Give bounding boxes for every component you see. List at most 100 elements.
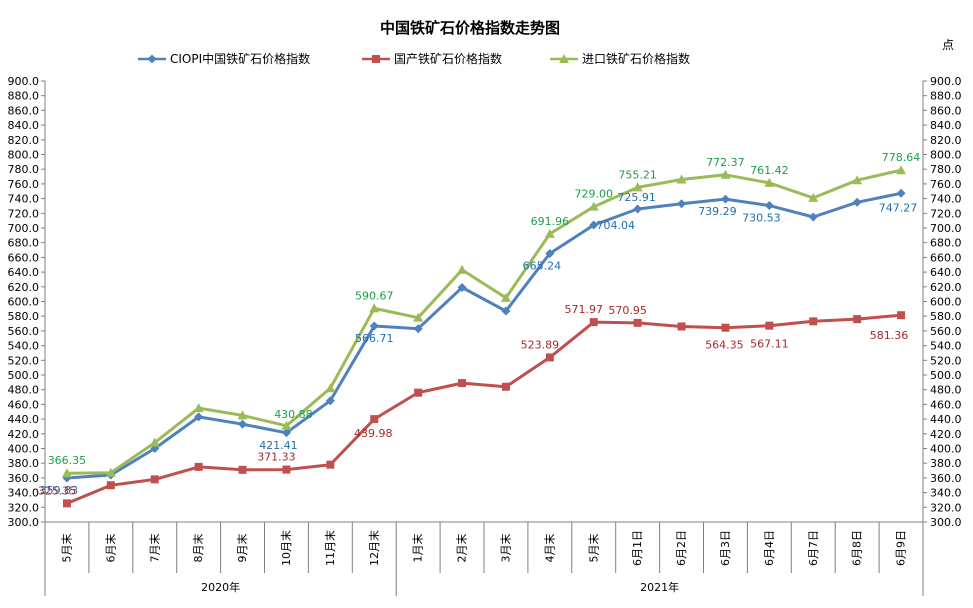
point-marker (281, 428, 291, 438)
point-marker (325, 383, 336, 393)
point-marker (559, 54, 569, 63)
y-tick-label-left: 420.0 (8, 428, 40, 441)
point-marker (369, 303, 380, 313)
y-tick-label-left: 700.0 (8, 222, 40, 235)
point-marker (545, 353, 554, 362)
point-marker (238, 419, 248, 429)
unit-label: 点 (942, 38, 954, 52)
point-marker (457, 264, 468, 274)
y-tick-label-left: 880.0 (8, 90, 40, 103)
y-tick-label-right: 820.0 (930, 134, 962, 147)
data-label: 725.91 (617, 191, 656, 204)
y-tick-label-right: 720.0 (930, 207, 962, 220)
y-tick-label-left: 720.0 (8, 207, 40, 220)
x-tick-label: 5月末 (59, 534, 73, 563)
data-label: 439.98 (354, 427, 393, 440)
y-tick-label-left: 440.0 (8, 413, 40, 426)
point-marker (720, 169, 731, 179)
x-tick-label: 8月末 (191, 534, 205, 563)
x-tick-label: 1月末 (411, 534, 425, 563)
data-label: 430.88 (274, 408, 313, 421)
point-marker (633, 318, 642, 327)
point-marker (326, 460, 335, 469)
point-marker (325, 396, 335, 406)
point-marker (282, 465, 291, 474)
series-line (66, 168, 902, 475)
point-marker (281, 420, 292, 430)
point-marker (237, 410, 248, 420)
y-tick-label-right: 760.0 (930, 178, 962, 191)
point-marker (852, 197, 862, 207)
y-tick-label-left: 460.0 (8, 398, 40, 411)
x-tick-label: 3月末 (498, 534, 512, 563)
series-2 (61, 165, 907, 478)
point-marker (149, 437, 160, 447)
x-tick-label: 6月8日 (851, 530, 864, 566)
x-tick-label: 7月末 (147, 534, 161, 563)
point-marker (501, 382, 510, 391)
series-line (66, 313, 902, 505)
y-tick-label-left: 360.0 (8, 472, 40, 485)
point-marker (677, 199, 687, 209)
y-tick-label-right: 320.0 (930, 501, 962, 514)
data-label: 567.11 (750, 338, 789, 351)
y-tick-label-right: 860.0 (930, 104, 962, 117)
point-marker (589, 318, 598, 327)
legend-label: CIOPI中国铁矿石价格指数 (170, 51, 310, 66)
y-tick-label-left: 340.0 (8, 487, 40, 500)
y-tick-label-left: 540.0 (8, 340, 40, 353)
y-tick-label-left: 760.0 (8, 178, 40, 191)
data-label: 590.67 (355, 289, 394, 302)
y-tick-label-right: 640.0 (930, 266, 962, 279)
point-marker (896, 165, 907, 175)
point-marker (238, 465, 247, 474)
data-label: 665.24 (523, 260, 562, 273)
y-tick-label-left: 740.0 (8, 193, 40, 206)
y-tick-label-left: 820.0 (8, 134, 40, 147)
point-marker (632, 182, 643, 192)
point-marker (853, 315, 862, 324)
year-label: 2020年 (201, 580, 240, 594)
y-tick-label-left: 520.0 (8, 354, 40, 367)
y-tick-label-right: 560.0 (930, 325, 962, 338)
chart-title: 中国铁矿石价格指数走势图 (380, 19, 560, 37)
y-tick-label-right: 340.0 (930, 487, 962, 500)
data-label: 778.64 (882, 151, 921, 164)
y-tick-label-right: 700.0 (930, 222, 962, 235)
point-marker (897, 311, 906, 320)
point-marker (500, 292, 511, 302)
data-label: 523.89 (521, 338, 560, 351)
x-tick-label: 6月9日 (895, 530, 908, 566)
series-1 (62, 311, 906, 508)
point-marker (589, 220, 599, 230)
point-marker (414, 388, 423, 397)
point-marker (413, 324, 423, 334)
x-tick-label: 6月2日 (675, 530, 688, 566)
series-line (66, 191, 902, 480)
y-tick-label-left: 900.0 (8, 75, 40, 88)
x-tick-label: 11月末 (323, 530, 337, 566)
y-tick-label-left: 640.0 (8, 266, 40, 279)
data-label: 564.35 (705, 339, 744, 352)
point-marker (369, 321, 379, 331)
point-marker (720, 194, 730, 204)
x-tick-label: 2月末 (455, 534, 469, 563)
data-label: 704.04 (597, 219, 636, 232)
data-label: 366.35 (48, 454, 87, 467)
data-label: 772.37 (706, 156, 745, 169)
y-tick-label-left: 320.0 (8, 501, 40, 514)
y-tick-label-left: 380.0 (8, 457, 40, 470)
point-marker (808, 212, 818, 222)
point-marker (677, 322, 686, 331)
point-marker (633, 204, 643, 214)
y-tick-label-right: 520.0 (930, 354, 962, 367)
point-marker (194, 462, 203, 471)
x-tick-label: 12月末 (367, 530, 381, 566)
point-marker (764, 177, 775, 187)
data-label: 739.29 (698, 205, 737, 218)
point-marker (896, 188, 906, 198)
point-marker (458, 379, 467, 388)
data-label: 755.21 (618, 168, 657, 181)
point-marker (370, 415, 379, 424)
